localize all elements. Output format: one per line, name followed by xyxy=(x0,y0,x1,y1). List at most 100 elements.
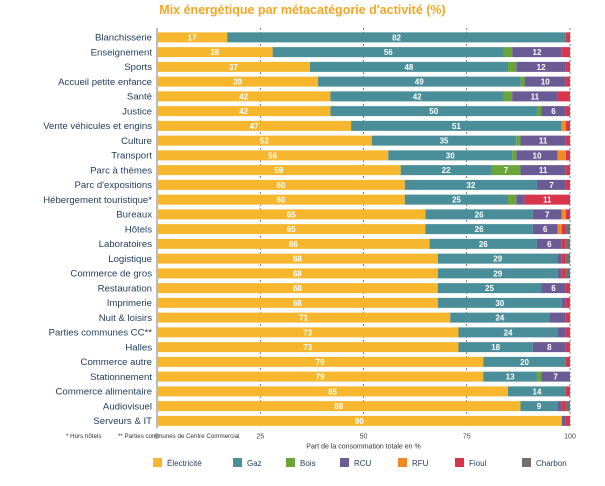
bar-segment xyxy=(561,238,566,249)
bar-segment xyxy=(458,327,558,338)
data-label: 82 xyxy=(392,33,401,42)
bar-segment xyxy=(565,283,570,294)
bar-segment xyxy=(565,179,570,190)
category-label: Santé xyxy=(127,92,152,103)
bar-segment xyxy=(565,32,570,43)
bar-segment xyxy=(516,150,558,161)
data-label: 56 xyxy=(384,48,393,57)
bar-segment xyxy=(516,194,525,205)
bar-segment xyxy=(557,401,562,412)
bar-segment xyxy=(309,61,509,72)
bar-segment xyxy=(458,342,533,353)
legend-label: Gaz xyxy=(247,459,262,468)
bar-segment xyxy=(157,91,331,102)
bar-segment xyxy=(532,209,562,220)
data-label: 48 xyxy=(404,63,413,72)
data-label: 68 xyxy=(293,269,302,278)
data-label: 60 xyxy=(276,181,285,190)
legend-label: RCU xyxy=(354,459,372,468)
data-label: 11 xyxy=(531,92,540,101)
category-label: Commerce de gros xyxy=(70,269,152,280)
data-label: 73 xyxy=(303,328,312,337)
bar-segment xyxy=(157,135,372,146)
category-label: Sports xyxy=(124,62,152,73)
category-label: Bureaux xyxy=(116,210,152,221)
legend-label: Charbon xyxy=(536,459,567,468)
bar-segment xyxy=(565,150,570,161)
x-tick-label: 0 xyxy=(155,433,159,440)
x-axis-label: Part de la consommation totale en % xyxy=(306,443,420,450)
bar-segment xyxy=(536,371,542,382)
bar-segment xyxy=(565,297,570,308)
bar-segment xyxy=(561,224,566,235)
bar-segment xyxy=(557,91,570,102)
bar-segment xyxy=(565,135,570,146)
data-label: 35 xyxy=(440,137,449,146)
bar-segment xyxy=(561,47,570,58)
bar-segment xyxy=(541,371,570,382)
data-label: 26 xyxy=(475,210,484,219)
bar-segment xyxy=(437,253,558,264)
bar-segment xyxy=(508,61,517,72)
bar-segment xyxy=(565,342,570,353)
data-label: 29 xyxy=(493,255,502,264)
data-label: 7 xyxy=(504,166,509,175)
data-label: 10 xyxy=(533,151,542,160)
data-label: 42 xyxy=(239,92,248,101)
bar-segment xyxy=(565,356,570,367)
legend-item-rcu: RCU xyxy=(340,458,371,468)
bar-segment xyxy=(157,209,426,220)
data-label: 37 xyxy=(229,63,238,72)
data-label: 6 xyxy=(551,107,556,116)
bar-segment xyxy=(157,165,401,176)
category-label: Vente véhicules et engins xyxy=(43,121,152,132)
bar-segment xyxy=(565,253,570,264)
category-label: Laboratoires xyxy=(99,239,153,250)
bar-segment xyxy=(561,268,566,279)
category-label: Halles xyxy=(125,342,152,353)
bar-segment xyxy=(157,32,228,43)
category-label: Parties communes CC** xyxy=(49,328,153,339)
legend-label: Électricité xyxy=(167,459,202,468)
bar-segment xyxy=(404,194,509,205)
bar-segment xyxy=(388,150,513,161)
data-label: 25 xyxy=(452,196,461,205)
bar-segment xyxy=(437,283,542,294)
bar-segment xyxy=(565,61,570,72)
category-label: Nuit & loisirs xyxy=(99,313,153,324)
bar-segment xyxy=(565,268,570,279)
legend-swatch xyxy=(286,458,295,467)
bar-segment xyxy=(157,327,459,338)
bar-segment xyxy=(437,268,558,279)
data-label: 8 xyxy=(547,343,552,352)
data-label: 11 xyxy=(539,166,548,175)
data-label: 26 xyxy=(479,240,488,249)
bar-segment xyxy=(536,238,562,249)
legend-swatch xyxy=(153,458,162,467)
data-label: 20 xyxy=(520,358,529,367)
data-label: 25 xyxy=(485,284,494,293)
bar-segment xyxy=(400,165,492,176)
bar-segment xyxy=(561,120,566,131)
legend-swatch xyxy=(340,458,349,467)
footnote-parties-communes: ** Parties communes de Centre Commercial xyxy=(118,433,240,440)
category-label: Parc à thèmes xyxy=(90,165,152,176)
bar-segment xyxy=(516,135,521,146)
data-label: 30 xyxy=(495,299,504,308)
data-label: 50 xyxy=(429,107,438,116)
category-label: Commerce autre xyxy=(81,357,152,368)
category-label: Logistique xyxy=(108,254,152,265)
category-label: Hébergement touristique* xyxy=(43,195,152,206)
bar-segment xyxy=(565,401,570,412)
legend-swatch xyxy=(233,458,242,467)
data-label: 51 xyxy=(452,122,461,131)
category-label: Hôtels xyxy=(125,224,152,235)
legend-swatch xyxy=(455,458,464,467)
legend-item-gaz: Gaz xyxy=(233,458,262,468)
data-label: 68 xyxy=(293,255,302,264)
bar-segment xyxy=(536,106,542,117)
bar-segment xyxy=(524,76,566,87)
data-label: 65 xyxy=(287,210,296,219)
bar-segment xyxy=(512,91,558,102)
